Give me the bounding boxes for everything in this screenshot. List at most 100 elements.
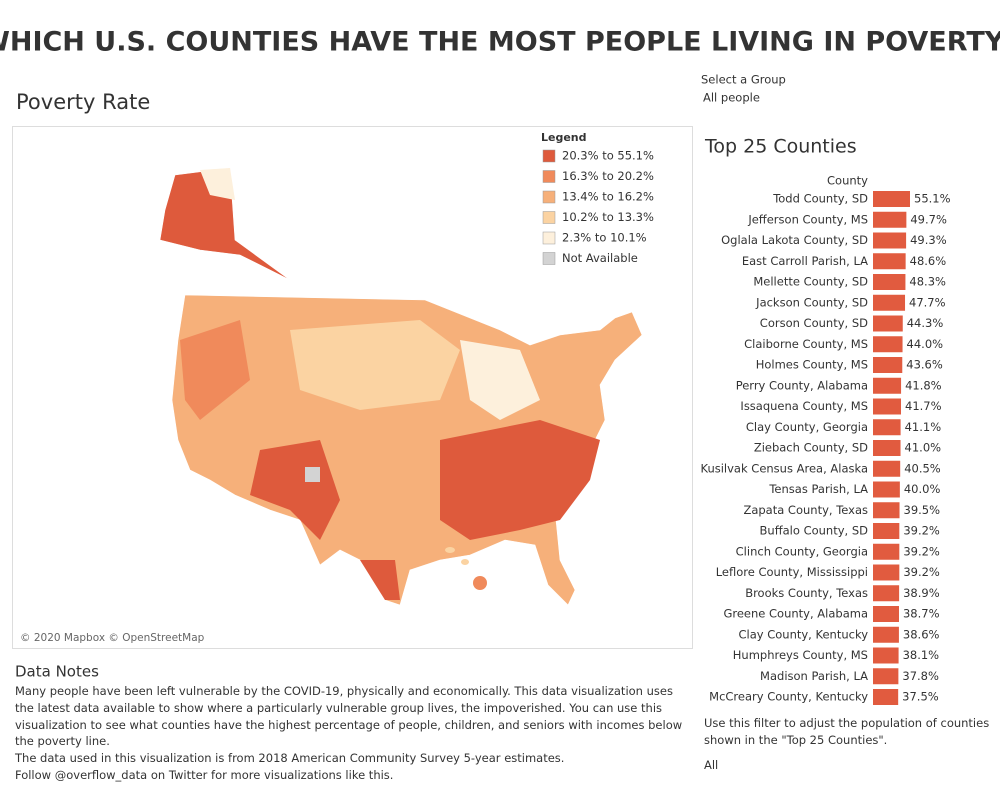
- bar: [873, 232, 907, 249]
- map-region: [250, 440, 340, 540]
- value-label: 38.9%: [903, 586, 940, 600]
- legend-swatch: [542, 190, 556, 204]
- legend-swatch: [542, 211, 556, 224]
- map-region: [473, 576, 487, 590]
- bar: [873, 336, 903, 353]
- bar: [873, 211, 907, 228]
- category-label: Madison Parish, LA: [760, 669, 868, 683]
- bar: [873, 253, 906, 270]
- value-label: 37.5%: [902, 690, 939, 704]
- bar: [873, 668, 899, 685]
- legend-label: Not Available: [562, 251, 638, 265]
- legend-label: 2.3% to 10.1%: [562, 231, 647, 245]
- bar: [873, 357, 903, 373]
- category-label: Zapata County, Texas: [743, 503, 868, 517]
- filter-value[interactable]: All people: [703, 91, 760, 105]
- value-label: 40.5%: [904, 461, 941, 475]
- filter-value[interactable]: All: [704, 758, 719, 772]
- map-region: [305, 467, 320, 482]
- map-title: Poverty Rate: [16, 90, 150, 114]
- category-label: Kusilvak Census Area, Alaska: [700, 461, 868, 475]
- map: [159, 167, 643, 606]
- bar: [873, 315, 903, 332]
- map-region: [445, 547, 455, 553]
- value-label: 41.7%: [905, 399, 942, 413]
- axis-label: County: [827, 174, 868, 188]
- category-label: Claiborne County, MS: [744, 337, 868, 351]
- bar: [873, 626, 899, 643]
- value-label: 48.6%: [910, 254, 947, 268]
- category-label: Humphreys County, MS: [733, 648, 868, 662]
- category-label: Holmes County, MS: [756, 358, 868, 372]
- value-label: 47.7%: [909, 295, 946, 309]
- value-label: 40.0%: [904, 482, 941, 496]
- category-label: Ziebach County, SD: [754, 441, 868, 455]
- legend-label: 13.4% to 16.2%: [562, 190, 654, 204]
- value-label: 39.2%: [903, 524, 940, 538]
- bar: [873, 647, 899, 664]
- value-label: 44.0%: [907, 337, 944, 351]
- notes: Many people have been left vulnerable by…: [15, 683, 695, 784]
- value-label: 41.0%: [905, 441, 942, 455]
- value-label: 44.3%: [907, 316, 944, 330]
- page-title: WHICH U.S. COUNTIES HAVE THE MOST PEOPLE…: [0, 27, 1000, 58]
- notes-paragraph: The data used in this visualization is f…: [15, 751, 565, 766]
- map-region: [200, 168, 235, 200]
- category-label: McCreary County, Kentucky: [709, 690, 868, 704]
- value-label: 41.1%: [905, 420, 942, 434]
- category-label: Jackson County, SD: [755, 295, 868, 309]
- bar: [873, 606, 899, 622]
- bar: [873, 274, 906, 290]
- value-label: 38.6%: [903, 627, 940, 641]
- value-label: 55.1%: [914, 192, 951, 206]
- bar: [873, 564, 900, 581]
- category-label: Buffalo County, SD: [760, 524, 869, 538]
- bar: [873, 689, 899, 705]
- legend-swatch: [542, 231, 556, 245]
- category-label: Todd County, SD: [772, 192, 868, 206]
- category-label: Brooks County, Texas: [745, 586, 868, 600]
- category-label: Tensas Parish, LA: [768, 482, 868, 496]
- legend-title: Legend: [541, 131, 587, 144]
- map-region: [460, 340, 540, 420]
- value-label: 39.2%: [903, 565, 940, 579]
- filter-label: Select a Group: [701, 73, 786, 87]
- value-label: 43.6%: [906, 358, 943, 372]
- notes-paragraph: Follow @overflow_data on Twitter for mor…: [15, 767, 394, 782]
- category-label: Perry County, Alabama: [736, 378, 868, 392]
- category-label: Corson County, SD: [760, 316, 868, 330]
- legend-label: 10.2% to 13.3%: [562, 210, 654, 224]
- legend-swatch: [542, 170, 556, 183]
- category-label: Jefferson County, MS: [747, 212, 868, 226]
- category-label: Oglala Lakota County, SD: [721, 233, 868, 247]
- filter-note: Use this filter to adjust the population…: [704, 716, 990, 747]
- value-label: 38.1%: [903, 648, 940, 662]
- map-region: [461, 559, 469, 565]
- map-region: [440, 420, 600, 540]
- value-label: 49.7%: [910, 212, 947, 226]
- category-label: East Carroll Parish, LA: [742, 254, 868, 268]
- legend-swatch: [542, 252, 556, 265]
- chart-title: Top 25 Counties: [704, 136, 857, 158]
- legend-swatch: [542, 149, 556, 163]
- category-label: Leflore County, Mississippi: [716, 565, 868, 579]
- bar: [873, 398, 902, 415]
- category-label: Clay County, Kentucky: [738, 627, 868, 641]
- category-label: Issaquena County, MS: [740, 399, 868, 413]
- category-label: Clay County, Georgia: [746, 420, 868, 434]
- bar: [873, 191, 910, 207]
- bar: [873, 481, 900, 498]
- bar: [873, 543, 900, 560]
- value-label: 48.3%: [909, 275, 946, 289]
- bar: [873, 419, 901, 436]
- value-label: 49.3%: [910, 233, 947, 247]
- bar: [873, 585, 900, 602]
- value-label: 39.2%: [903, 544, 940, 558]
- category-label: Clinch County, Georgia: [736, 544, 868, 558]
- map-region: [290, 320, 460, 410]
- notes-paragraph: Many people have been left vulnerable by…: [15, 684, 683, 749]
- value-label: 37.8%: [902, 669, 939, 683]
- bar: [873, 377, 902, 394]
